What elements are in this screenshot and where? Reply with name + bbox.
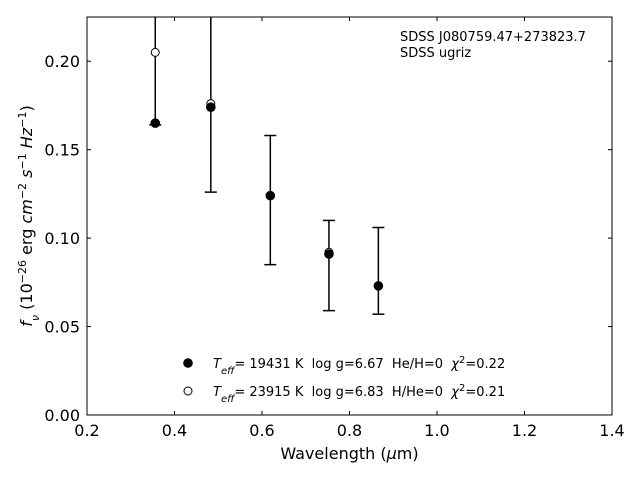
annotation-survey: SDSS ugriz	[400, 46, 471, 61]
x-tick-label: 0.8	[337, 421, 362, 440]
y-axis-label-text: fν (10−26 erg cm−2 s−1 Hz−1)	[16, 105, 42, 326]
x-axis-label: Wavelength (μm)	[280, 444, 418, 463]
x-tick-label: 0.2	[74, 421, 99, 440]
data-point-model-b	[150, 47, 160, 57]
x-tick-label: 1.4	[599, 421, 624, 440]
axis-ticks: 0.2 0.4 0.6 0.8 1.0 1.2 1.4 0.00 0.05 0.10 0.15 0.2…	[44, 17, 625, 440]
x-tick-label: 0.4	[162, 421, 187, 440]
y-axis-label: fν (10−26 erg cm−2 s−1 Hz−1)	[16, 105, 42, 326]
x-tick-label: 1.0	[424, 421, 449, 440]
data-point-model-a	[373, 281, 384, 291]
y-tick-label: 0.05	[44, 318, 80, 337]
data-point-model-a	[150, 118, 161, 128]
x-tick-label: 1.2	[512, 421, 537, 440]
legend-marker	[183, 386, 193, 396]
plot-frame	[86, 16, 613, 416]
annotation-object-name: SDSS J080759.47+273823.7	[400, 30, 586, 45]
y-tick-label: 0.00	[44, 406, 80, 425]
x-tick-label: 0.6	[249, 421, 274, 440]
data-point-model-a	[324, 249, 334, 259]
legend-entry: Teff= 19431 K log g=6.67 He/H=0 χ2=0.22	[213, 355, 505, 377]
y-tick-label: 0.10	[44, 229, 80, 248]
data-point-model-a	[265, 190, 276, 201]
plot-area	[149, 17, 385, 315]
legend-marker	[183, 358, 193, 368]
y-tick-label: 0.20	[44, 52, 80, 71]
y-tick-label: 0.15	[44, 141, 80, 160]
legend: Teff= 19431 K log g=6.67 He/H=0 χ2=0.22 T…	[183, 355, 505, 405]
legend-entry: Teff= 23915 K log g=6.83 H/He=0 χ2=0.21	[213, 383, 505, 405]
data-point-model-a	[206, 102, 216, 113]
